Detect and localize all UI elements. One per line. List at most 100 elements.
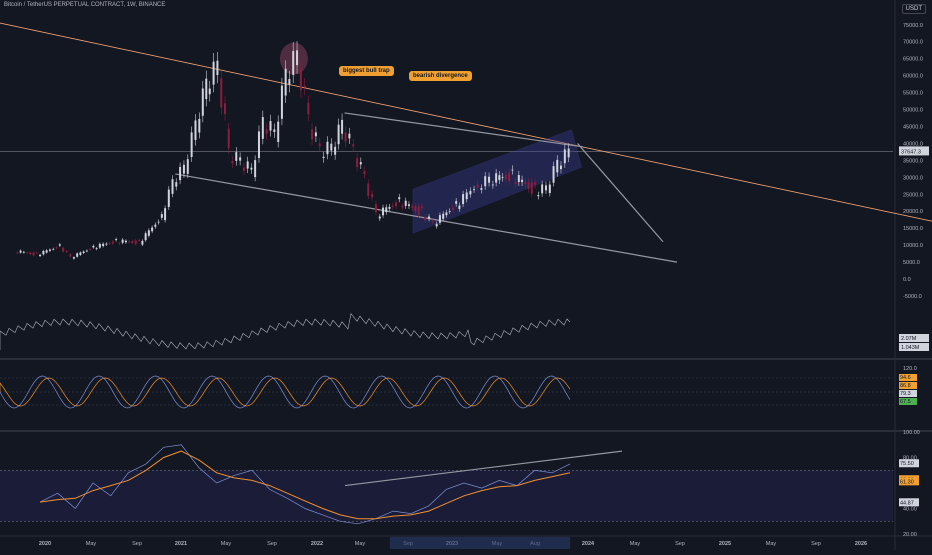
- candle-body: [246, 161, 249, 169]
- candle-body: [45, 250, 48, 253]
- candle-body: [115, 239, 118, 241]
- candle-body: [476, 184, 479, 188]
- divergence-callout: bearish divergence: [409, 71, 472, 81]
- x-tick-label: 2026: [855, 541, 867, 547]
- candle-body: [307, 102, 310, 115]
- candle-body: [128, 241, 131, 243]
- candle-body: [521, 179, 524, 183]
- candle-body: [250, 167, 253, 170]
- rsi-tag: [899, 459, 919, 468]
- candle-body: [420, 206, 423, 209]
- x-tick-label: 2025: [719, 541, 731, 547]
- y-tick-label: -5000.0: [903, 294, 922, 300]
- candle-body: [501, 177, 504, 178]
- candle-body: [394, 202, 397, 207]
- candle-body: [89, 249, 92, 251]
- y-tick-label: 50000.0: [903, 108, 923, 114]
- y-tick-label: 45000.0: [903, 124, 923, 130]
- candle-body: [95, 248, 98, 250]
- candle-body: [382, 207, 385, 216]
- candle-body: [82, 251, 85, 253]
- candle-body: [417, 206, 420, 215]
- y-tick-label: 65000.0: [903, 57, 923, 63]
- candle-body: [404, 200, 407, 206]
- y-tick-label: 5000.0: [903, 260, 920, 266]
- candle-body: [341, 119, 344, 134]
- x-tick-label: May: [355, 541, 366, 547]
- candle-body: [227, 128, 230, 149]
- candle-body: [179, 166, 182, 181]
- candle-body: [105, 243, 108, 245]
- candle-body: [534, 182, 537, 185]
- candle-body: [337, 124, 340, 145]
- candle-body: [79, 252, 82, 255]
- candle-body: [26, 252, 29, 254]
- candle-body: [48, 249, 51, 251]
- candle-body: [527, 182, 530, 190]
- candle-body: [514, 181, 517, 185]
- price-tag: [899, 146, 929, 156]
- rsi-tag-label: 44.87: [900, 500, 914, 506]
- currency-badge[interactable]: USDT: [901, 4, 926, 14]
- y-tick-label: 25000.0: [903, 192, 923, 198]
- candle-body: [280, 85, 283, 119]
- candle-body: [19, 250, 22, 253]
- candle-body: [69, 254, 72, 257]
- candle-body: [488, 176, 491, 183]
- candle-body: [495, 173, 498, 183]
- candle-body: [435, 223, 438, 227]
- candle-body: [131, 241, 134, 243]
- candle-body: [517, 175, 520, 182]
- descending-trendline: [0, 22, 932, 222]
- y-tick-label: 10000.0: [903, 243, 923, 249]
- stoch-tag-label: 94.6: [900, 375, 911, 381]
- candle-body: [65, 250, 68, 252]
- candle-body: [58, 244, 61, 246]
- candle-body: [431, 221, 434, 222]
- candle-body: [556, 159, 559, 173]
- candle-body: [414, 206, 417, 212]
- candle-body: [378, 216, 381, 219]
- rsi-tag-label: 61.30: [900, 479, 914, 485]
- rising-channel: [412, 129, 582, 234]
- candle-body: [85, 250, 88, 252]
- candle-body: [35, 252, 38, 254]
- candle-body: [511, 169, 514, 171]
- candle-body: [374, 204, 377, 213]
- candle-body: [314, 132, 317, 137]
- candle-body: [205, 78, 208, 100]
- candle-body: [108, 243, 111, 244]
- rsi-y-tick: 20.00: [903, 532, 917, 538]
- candle-body: [72, 257, 75, 259]
- candle-body: [16, 252, 19, 254]
- y-tick-label: 75000.0: [903, 23, 923, 29]
- candle-body: [448, 211, 451, 212]
- x-tick-label: 2022: [311, 541, 323, 547]
- candle-body: [22, 251, 25, 253]
- candle-body: [277, 121, 280, 143]
- rsi-y-tick: 40.00: [903, 507, 917, 513]
- candle-body: [563, 149, 566, 164]
- stoch-tag: [899, 382, 917, 389]
- x-tick-label: May: [766, 541, 777, 547]
- candle-body: [52, 248, 55, 250]
- y-tick-label: 30000.0: [903, 175, 923, 181]
- y-tick-label: 35000.0: [903, 158, 923, 164]
- candle-body: [326, 141, 329, 155]
- candle-body: [265, 129, 268, 134]
- candle-body: [62, 247, 65, 252]
- stoch-tag-label: 79.3: [900, 391, 911, 397]
- candle-body: [273, 129, 276, 132]
- volume-tag-label: 2.07M: [901, 336, 917, 342]
- candle-body: [216, 60, 219, 76]
- candle-body: [348, 133, 351, 139]
- y-tick-label: 20000.0: [903, 209, 923, 215]
- resistance-line: [344, 112, 583, 148]
- candle-body: [344, 132, 347, 142]
- candle-body: [465, 192, 468, 200]
- candle-body: [411, 206, 414, 208]
- candle-body: [559, 165, 562, 170]
- candle-body: [508, 172, 511, 181]
- rsi-tag: [899, 498, 919, 507]
